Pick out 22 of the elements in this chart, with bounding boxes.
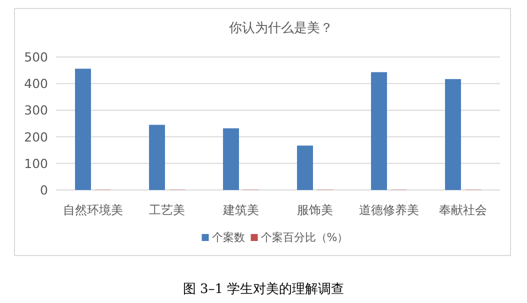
x-tick-label: 奉献社会 xyxy=(439,203,487,217)
bar xyxy=(149,124,165,190)
y-tick-label: 400 xyxy=(24,76,48,92)
legend-label: 个案数 xyxy=(212,231,245,244)
x-tick-label: 自然环境美 xyxy=(63,203,123,217)
y-tick-label: 0 xyxy=(40,182,48,198)
x-tick-label: 道德修养美 xyxy=(359,203,419,217)
y-tick-label: 200 xyxy=(24,129,48,144)
x-tick-label: 工艺美 xyxy=(149,203,185,217)
y-tick-label: 500 xyxy=(24,50,48,64)
x-tick-label: 服饰美 xyxy=(297,203,333,217)
bar xyxy=(371,72,387,190)
y-tick-label: 100 xyxy=(24,156,48,171)
bar xyxy=(297,146,313,190)
bar xyxy=(223,128,239,190)
bar xyxy=(75,68,91,190)
caption: 图 3–1 学生对美的理解调查 xyxy=(182,281,344,297)
chart-title: 你认为什么是美？ xyxy=(228,20,333,36)
x-tick-label: 建筑美 xyxy=(222,203,259,217)
legend-label: 个案百分比（%） xyxy=(260,231,348,244)
y-tick-label: 300 xyxy=(24,102,48,118)
bar xyxy=(445,79,461,190)
